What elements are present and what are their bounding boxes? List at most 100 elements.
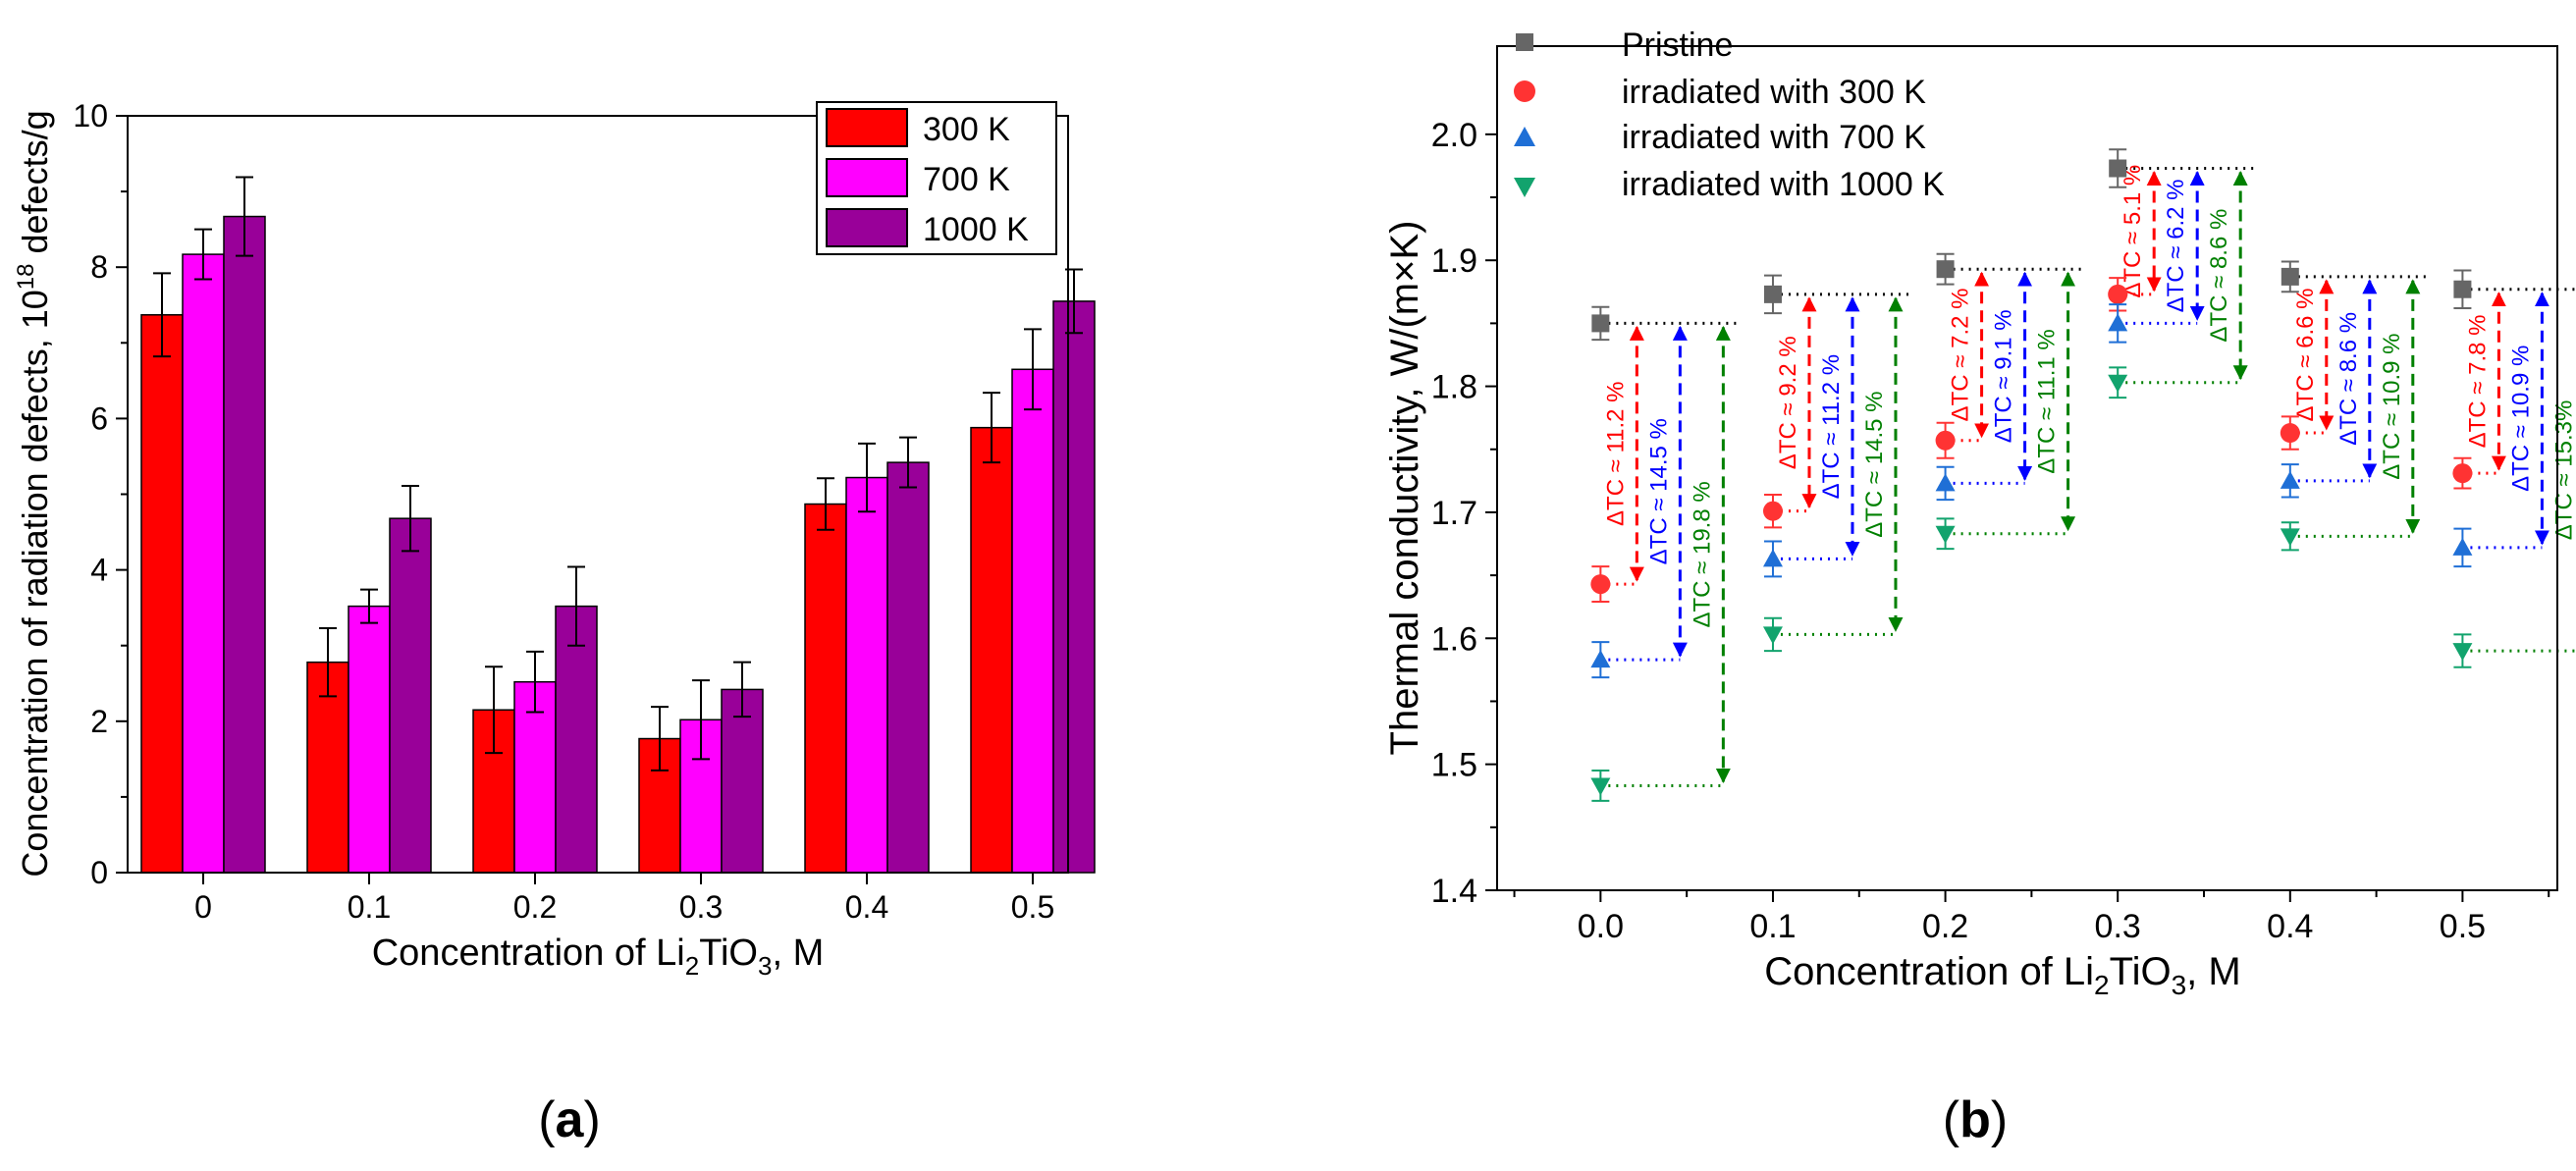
delta-label-irradiated-with-300-k-0-4: ΔTC ≈ 6.6 %: [2292, 289, 2319, 422]
marker-pristine-0-0: [1591, 314, 1610, 333]
marker-irradiated-with-300-k-0-4: [2280, 423, 2300, 444]
delta-label-irradiated-with-300-k-0-0: ΔTC ≈ 11.2 %: [1602, 382, 1629, 526]
bar-1000-k-0: [223, 215, 266, 874]
y-tick-label-0: 0: [90, 855, 108, 890]
panel-b-caption: (b): [1943, 1091, 2008, 1148]
legend-label-1000k: 1000 K: [923, 211, 1029, 248]
scatter-chart-panel-b: ΔTC ≈ 11.2 % ΔTC ≈ 14.5 % ΔTC ≈ 19.8 % ΔTC …: [1383, 27, 2576, 1148]
scatter-chart-axes: 1.4 1.5 1.6 1.7 1.8 1.9 2.0 0.0 0.1 0.2 0.3 0.4 0.5: [1431, 117, 2550, 945]
x-tick-label-0-4: 0.4: [845, 889, 888, 925]
delta-label-irradiated-with-700-k-0-1: ΔTC ≈ 11.2 %: [1818, 354, 1845, 499]
bar-300-k-0: [140, 314, 184, 874]
delta-label-irradiated-with-700-k-0-5: ΔTC ≈ 10.9 %: [2507, 346, 2534, 492]
error-bar-1000-k-0-4: [899, 436, 917, 489]
error-bar-700-k-0-5: [1024, 328, 1042, 411]
scatter-chart-x-axis-label: Concentration of Li2TiO3, M: [1764, 950, 2240, 1000]
x-tick-label-0-2: 0.2: [1922, 908, 1968, 945]
delta-label-irradiated-with-1000-k-0-4: ΔTC ≈ 10.9 %: [2379, 333, 2405, 479]
marker-irradiated-with-1000-k-0-4: [2280, 528, 2300, 547]
marker-irradiated-with-700-k-0-5: [2452, 537, 2473, 556]
legend-label-pristine: Pristine: [1622, 27, 1733, 64]
y-tick-label-1-4: 1.4: [1431, 873, 1477, 910]
delta-label-irradiated-with-700-k-0-4: ΔTC ≈ 8.6 %: [2335, 312, 2362, 446]
x-tick-label-0-1: 0.1: [1749, 908, 1796, 945]
bar-300-k-0-4: [804, 503, 847, 874]
marker-irradiated-with-700-k-0-0: [1590, 650, 1611, 668]
panel-a-caption: (a): [538, 1091, 601, 1148]
delta-label-irradiated-with-700-k-0-2: ΔTC ≈ 9.1 %: [1991, 309, 2017, 443]
marker-irradiated-with-300-k-0-2: [1935, 430, 1956, 451]
bar-chart-y-axis-label: Concentration of radiation defects, 1018…: [13, 110, 55, 877]
error-bar-700-k-0-2: [526, 650, 544, 714]
y-tick-label-2: 2: [90, 704, 108, 739]
legend-marker-irradiated-1000k: [1514, 178, 1535, 197]
legend-label-irradiated-700k: irradiated with 700 K: [1622, 119, 1926, 156]
bar-chart-legend: 300 K 700 K 1000 K: [816, 101, 1057, 255]
error-bar-300-k-0-1: [319, 626, 337, 698]
marker-irradiated-with-300-k-0-1: [1762, 501, 1783, 521]
marker-pristine-0-5: [2453, 280, 2472, 298]
marker-pristine-0-2: [1936, 260, 1955, 279]
marker-irradiated-with-1000-k-0-0: [1590, 777, 1611, 796]
legend-swatch-300k: [826, 108, 908, 147]
bar-700-k-0-1: [348, 605, 391, 874]
y-tick-label-1-8: 1.8: [1431, 369, 1477, 406]
error-bar-300-k-0-5: [983, 392, 1000, 464]
delta-label-irradiated-with-700-k-0-0: ΔTC ≈ 14.5 %: [1645, 418, 1672, 564]
marker-irradiated-with-1000-k-0-3: [2108, 374, 2128, 393]
marker-irradiated-with-1000-k-0-1: [1762, 626, 1783, 645]
legend-swatch-700k: [826, 158, 908, 197]
bar-1000-k-0-1: [389, 517, 432, 874]
delta-label-irradiated-with-1000-k-0-3: ΔTC ≈ 8.6 %: [2206, 209, 2232, 343]
marker-irradiated-with-1000-k-0-5: [2452, 643, 2473, 662]
y-tick-label-2-0: 2.0: [1431, 117, 1477, 154]
x-tick-label-0-0: 0.0: [1578, 908, 1624, 945]
bar-1000-k-0-5: [1052, 300, 1096, 874]
bar-chart-axes: 0 0.1 0.2 0.3 0.4 0.5 0 2 4 6 8 10: [73, 98, 1054, 925]
scatter-chart-axes-frame: [1496, 45, 2558, 891]
y-tick-label-6: 6: [90, 400, 108, 436]
bar-700-k-0-5: [1011, 368, 1054, 874]
marker-irradiated-with-300-k-0-3: [2108, 284, 2128, 304]
legend-label-300k: 300 K: [923, 111, 1010, 148]
bar-700-k-0-4: [845, 476, 888, 874]
delta-label-irradiated-with-1000-k-0-5: ΔTC ≈ 15.3%: [2550, 400, 2576, 541]
error-bar-700-k-0: [194, 228, 212, 281]
delta-label-irradiated-with-300-k-0-1: ΔTC ≈ 9.2 %: [1775, 336, 1801, 469]
legend-marker-pristine: [1516, 33, 1533, 51]
bar-chart-x-axis-label: Concentration of Li2TiO3, M: [372, 932, 825, 981]
marker-irradiated-with-700-k-0-2: [1935, 473, 1956, 492]
error-bar-1000-k-0: [236, 176, 253, 257]
error-bar-300-k-0-2: [485, 665, 503, 755]
bar-chart-panel-a: 0 0.1 0.2 0.3 0.4 0.5 0 2 4 6 8 10 Concentration of…: [13, 98, 1096, 1148]
marker-pristine-0-4: [2281, 267, 2299, 286]
delta-label-irradiated-with-700-k-0-3: ΔTC ≈ 6.2 %: [2163, 179, 2189, 312]
error-bar-1000-k-0-1: [402, 485, 419, 553]
marker-irradiated-with-300-k-0-0: [1590, 574, 1611, 595]
error-bar-700-k-0-1: [360, 588, 378, 624]
x-tick-label-0-2: 0.2: [513, 889, 557, 925]
legend-marker-irradiated-300k: [1514, 80, 1535, 102]
marker-irradiated-with-1000-k-0-2: [1935, 525, 1956, 544]
bar-1000-k-0-4: [886, 461, 930, 874]
scatter-chart-guides: ΔTC ≈ 11.2 % ΔTC ≈ 14.5 % ΔTC ≈ 19.8 % ΔTC …: [1600, 165, 2576, 787]
scatter-chart-y-axis-label: Thermal conductivity, W/(m×K): [1383, 221, 1426, 756]
legend-label-irradiated-1000k: irradiated with 1000 K: [1622, 166, 1945, 203]
bar-chart-plot-area: [140, 176, 1096, 874]
legend-swatch-1000k: [826, 208, 908, 247]
x-tick-label-0-4: 0.4: [2267, 908, 2313, 945]
y-tick-label-1-7: 1.7: [1431, 495, 1477, 532]
x-tick-label-0-5: 0.5: [1011, 889, 1054, 925]
y-tick-label-1-5: 1.5: [1431, 747, 1477, 784]
x-tick-label-0-3: 0.3: [2095, 908, 2141, 945]
marker-irradiated-with-700-k-0-4: [2280, 470, 2300, 489]
marker-pristine-0-1: [1763, 285, 1782, 303]
x-tick-label-0-1: 0.1: [348, 889, 391, 925]
y-tick-label-10: 10: [73, 98, 108, 133]
bar-700-k-0: [182, 253, 225, 874]
x-tick-label-0-3: 0.3: [679, 889, 723, 925]
y-tick-label-1-9: 1.9: [1431, 242, 1477, 280]
error-bar-1000-k-0-2: [567, 565, 585, 647]
delta-label-irradiated-with-300-k-0-5: ΔTC ≈ 7.8 %: [2464, 314, 2491, 448]
